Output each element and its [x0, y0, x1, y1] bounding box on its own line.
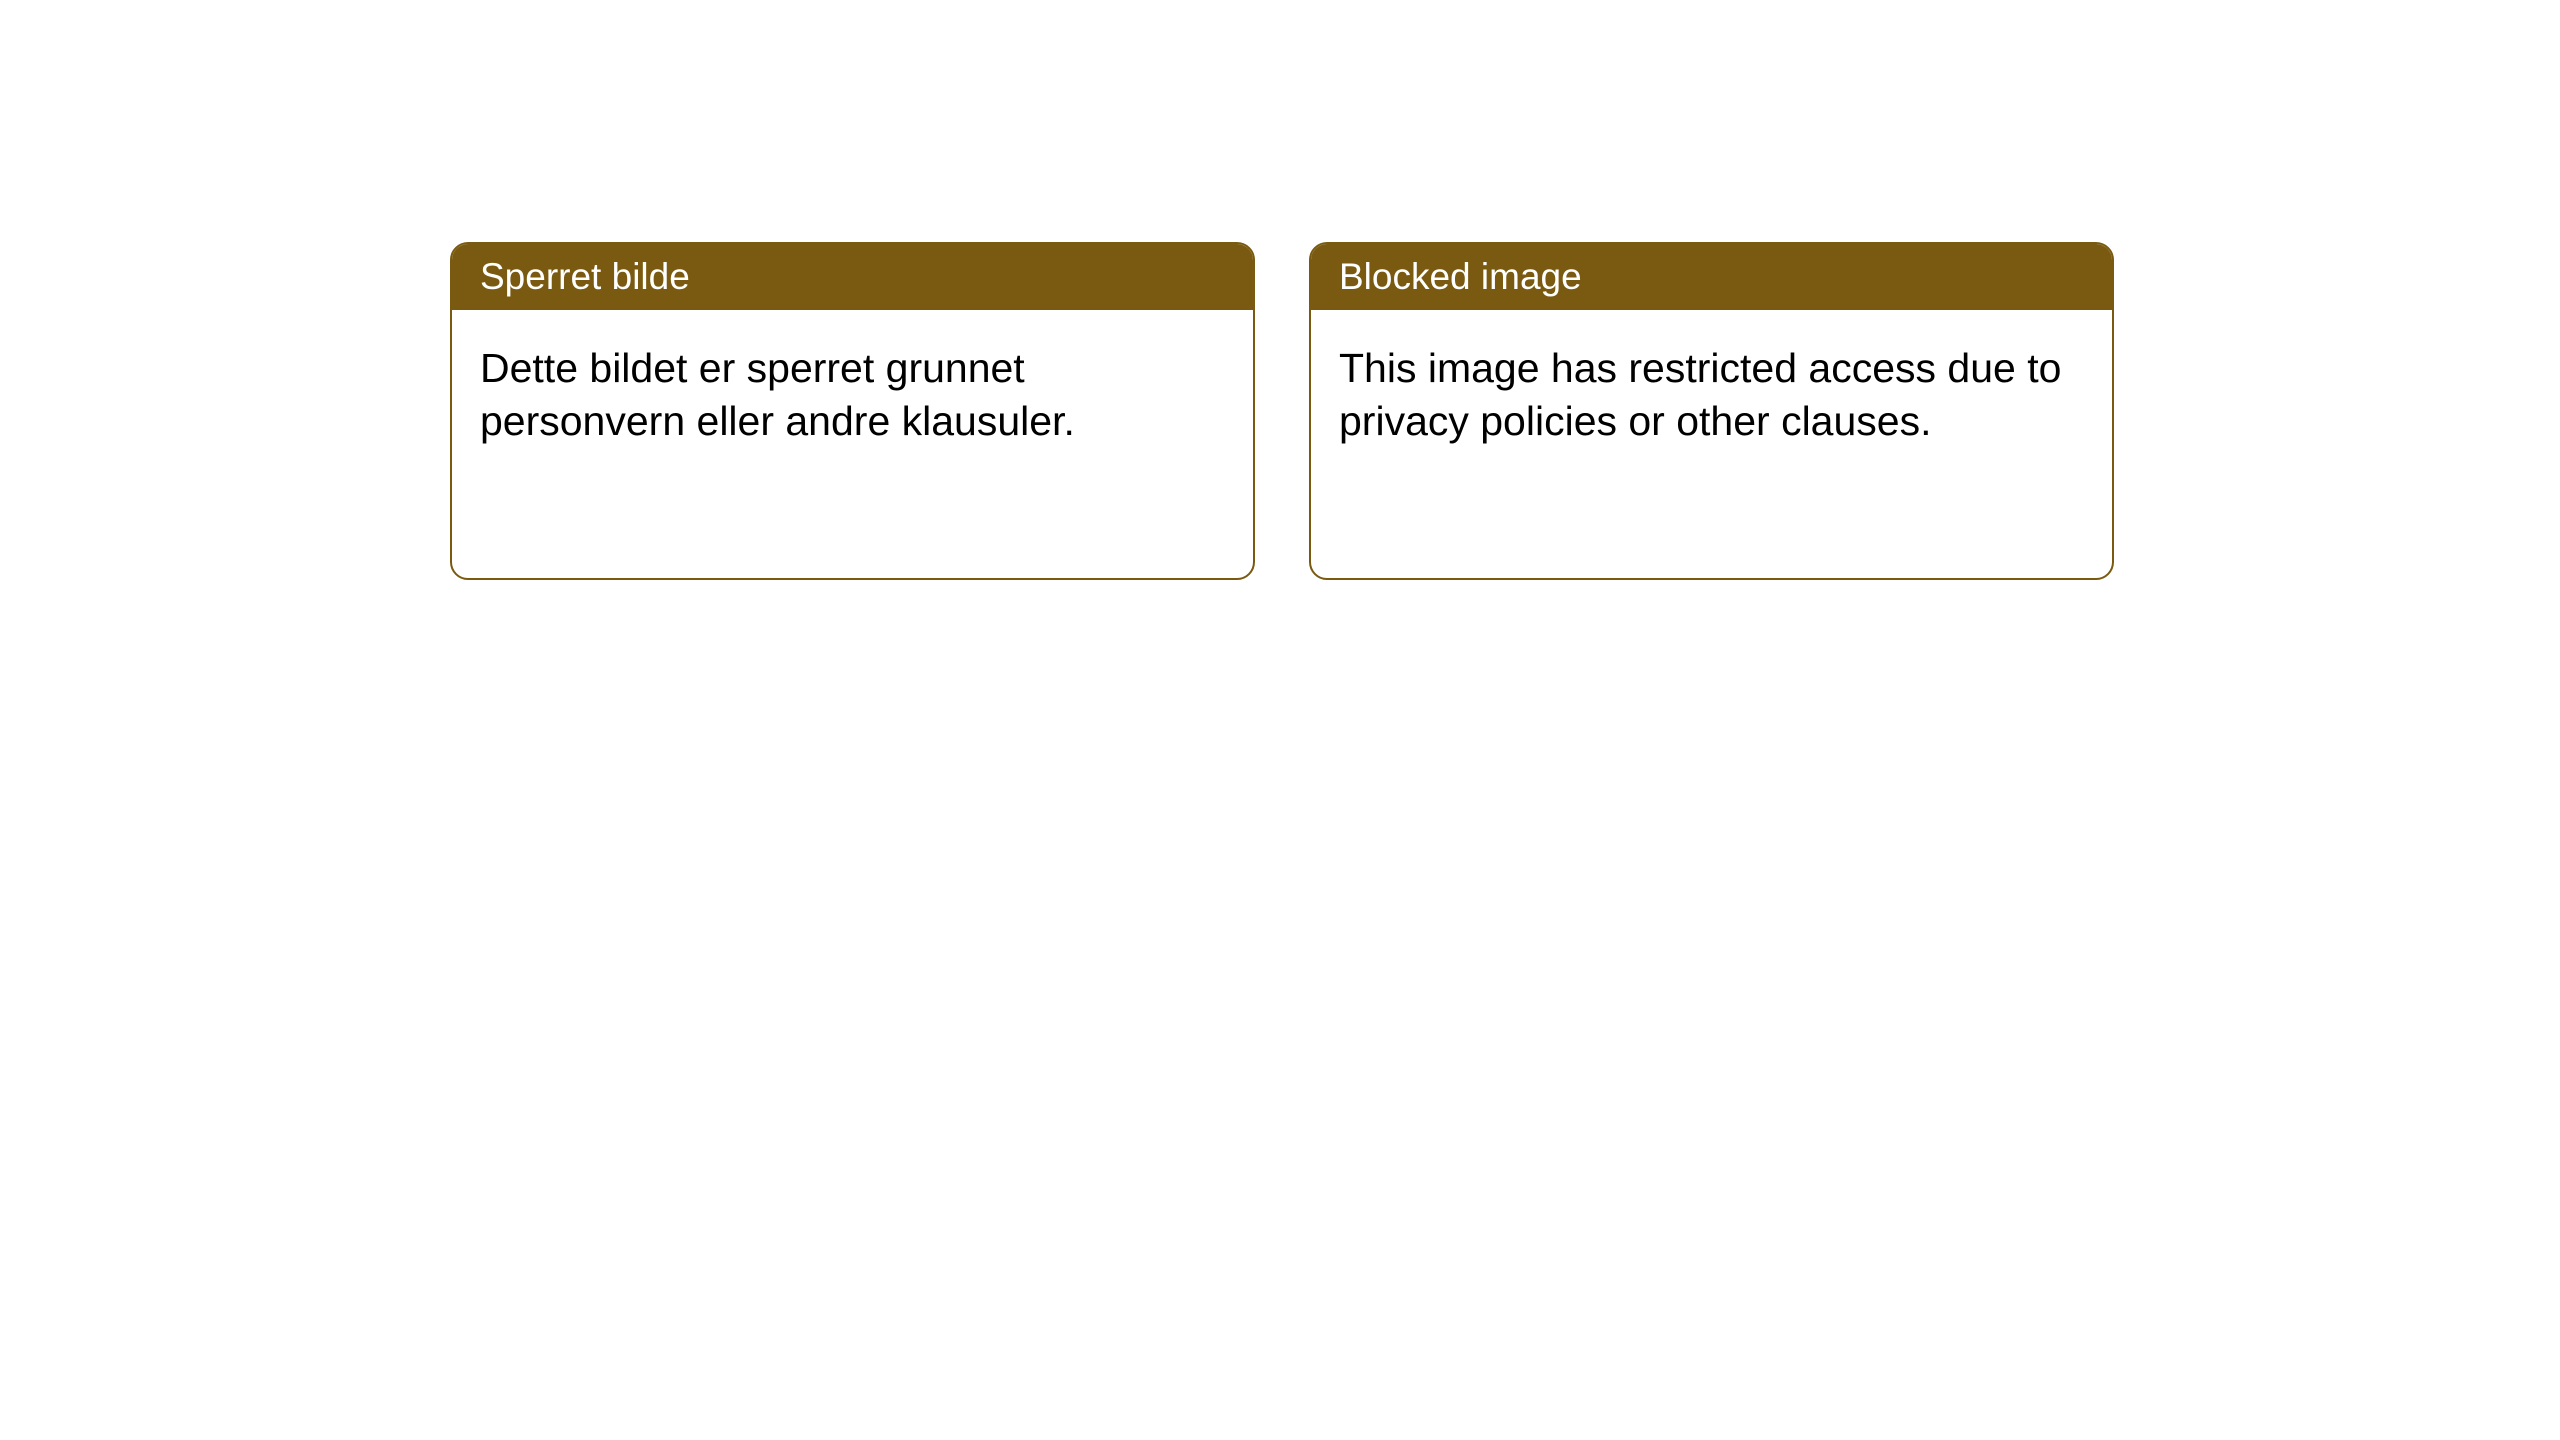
- notice-card-norwegian: Sperret bilde Dette bildet er sperret gr…: [450, 242, 1255, 580]
- card-title: Blocked image: [1339, 256, 1582, 297]
- card-body: Dette bildet er sperret grunnet personve…: [452, 310, 1253, 481]
- card-header: Blocked image: [1311, 244, 2112, 310]
- card-body: This image has restricted access due to …: [1311, 310, 2112, 481]
- notice-cards-container: Sperret bilde Dette bildet er sperret gr…: [450, 242, 2114, 580]
- card-header: Sperret bilde: [452, 244, 1253, 310]
- notice-card-english: Blocked image This image has restricted …: [1309, 242, 2114, 580]
- card-message: Dette bildet er sperret grunnet personve…: [480, 345, 1075, 444]
- card-title: Sperret bilde: [480, 256, 690, 297]
- card-message: This image has restricted access due to …: [1339, 345, 2061, 444]
